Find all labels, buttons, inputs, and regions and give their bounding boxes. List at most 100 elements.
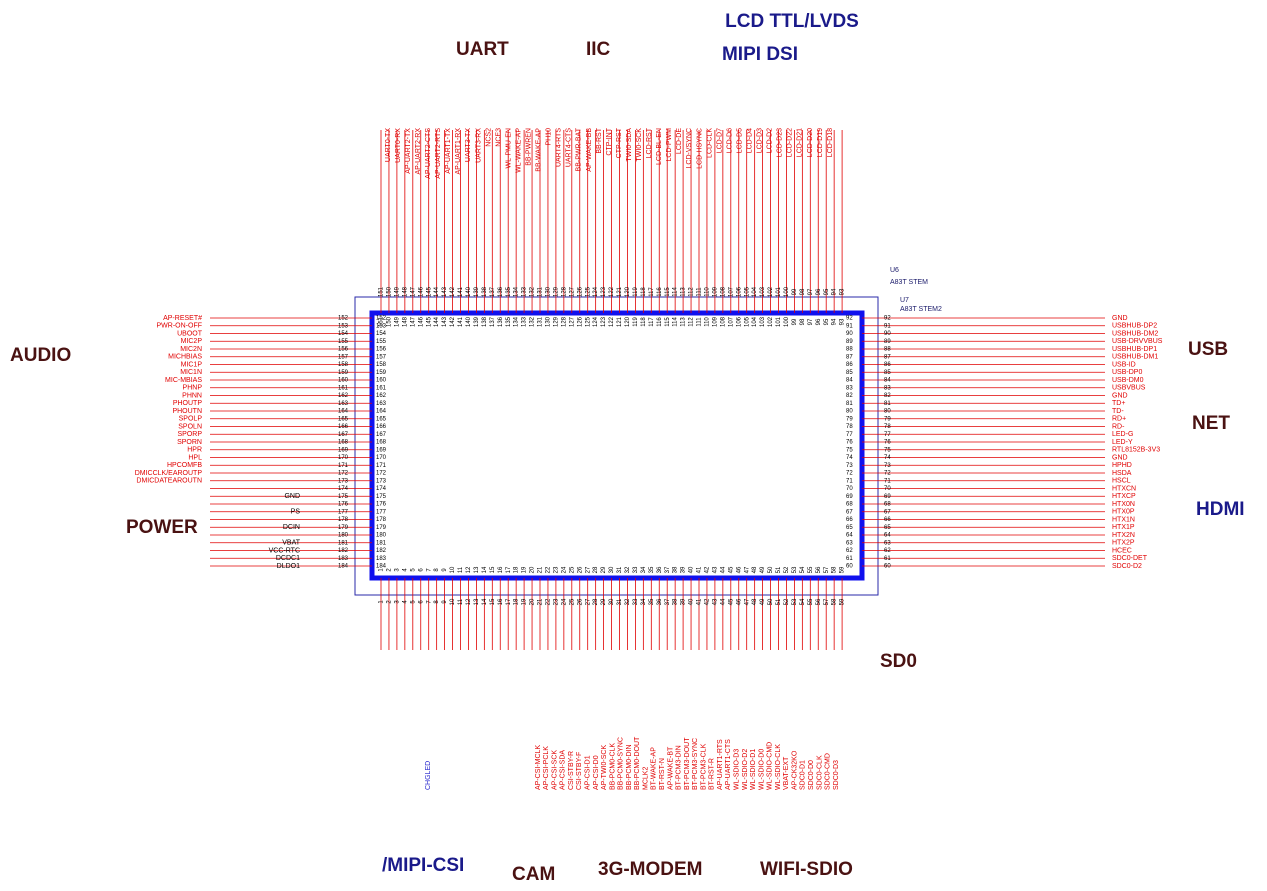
pin-number: 73	[884, 463, 891, 469]
pin-number: 182	[338, 548, 349, 554]
signal-label: UART3-RX	[475, 128, 482, 163]
pin-number: 126	[577, 286, 583, 297]
signal-label: MIC1P	[181, 361, 203, 368]
pin-number: 151	[379, 316, 385, 327]
pin-number: 69	[884, 494, 891, 500]
signal-label: AP-TWI0-SCK	[601, 745, 608, 790]
pin-number: 42	[705, 566, 711, 573]
pin-number: 76	[846, 440, 853, 446]
pin-number: 33	[633, 598, 639, 605]
signal-label: HTX1N	[1112, 516, 1135, 523]
signal-label: CTP-INT	[606, 127, 613, 155]
signal-label: NCE3	[495, 128, 502, 147]
signal-label: UART0-TX	[385, 128, 392, 162]
pin-number: 54	[800, 598, 806, 605]
pin-number: 22	[546, 566, 552, 573]
pin-number: 135	[506, 316, 512, 327]
pin-number: 101	[776, 316, 782, 327]
pin-number: 179	[338, 525, 349, 531]
pin-number: 32	[625, 598, 631, 605]
pin-number: 154	[338, 331, 349, 337]
signal-label: BT-WAKE-AP	[651, 747, 658, 790]
pin-number: 160	[338, 378, 349, 384]
signal-label: UART0-RX	[395, 128, 402, 163]
signal-label: PHOUTP	[173, 400, 203, 407]
pin-number: 29	[601, 566, 607, 573]
pin-number: 16	[498, 566, 504, 573]
schematic: LCD TTL/LVDSMIPI DSIUARTIICAUDIOUSBNETHD…	[0, 0, 1267, 886]
pin-number: 54	[800, 566, 806, 573]
pin-number: 41	[697, 566, 703, 573]
signal-label: WL-SDIO-D0	[758, 749, 765, 790]
pin-number: 176	[376, 502, 387, 508]
signal-label: LCD-CLK	[706, 128, 713, 158]
pin-number: 92	[884, 316, 891, 322]
signal-label: SDC0-CLK	[816, 755, 823, 790]
pin-number: 87	[846, 354, 853, 360]
pin-number: 60	[846, 564, 853, 570]
pin-number: 93	[840, 318, 846, 325]
pin-number: 21	[538, 566, 544, 573]
pin-number: 141	[458, 286, 464, 297]
pin-number: 16	[498, 598, 504, 605]
signal-label: LCD-HSYNC	[696, 128, 703, 169]
section-label: UART	[456, 39, 509, 60]
pin-number: 42	[705, 598, 711, 605]
signal-label: LCD-D22	[787, 128, 794, 157]
signal-label: HTX1P	[1112, 524, 1135, 531]
pin-number: 92	[846, 316, 853, 322]
pin-number: 58	[832, 598, 838, 605]
pin-number: 112	[689, 287, 695, 297]
signal-label: AP-UART1-RTS	[717, 739, 724, 790]
pin-number: 151	[379, 286, 385, 297]
signal-label: SPORN	[177, 439, 202, 446]
pin-number: 114	[673, 287, 679, 297]
pin-number: 148	[402, 286, 408, 297]
pin-number: 36	[657, 598, 663, 605]
pin-number: 4	[402, 568, 408, 572]
pin-number: 138	[482, 316, 488, 327]
pin-number: 129	[553, 286, 559, 297]
pin-number: 174	[376, 486, 387, 492]
pin-number: 23	[553, 598, 559, 605]
pin-number: 8	[434, 600, 440, 604]
pin-number: 122	[609, 316, 615, 327]
pin-number: 106	[736, 286, 742, 297]
pin-number: 35	[649, 566, 655, 573]
pin-number: 22	[546, 598, 552, 605]
pin-number: 148	[402, 316, 408, 327]
signal-label: DCIN	[283, 524, 300, 531]
pin-number: 73	[846, 463, 853, 469]
signal-label: MIC1N	[180, 369, 202, 376]
signal-label: MIC-MBIAS	[165, 377, 202, 384]
signal-label: HTXCN	[1112, 485, 1136, 492]
chip-label: U7	[900, 297, 909, 304]
pin-number: 155	[338, 339, 349, 345]
section-label: 3G-MODEM	[598, 859, 703, 880]
pin-number: 33	[633, 566, 639, 573]
pin-number: 180	[338, 533, 349, 539]
pin-number: 61	[846, 556, 853, 562]
pin-number: 116	[657, 287, 663, 297]
pin-number: 120	[625, 286, 631, 297]
pin-number: 153	[338, 323, 349, 329]
pin-number: 105	[744, 316, 750, 327]
signal-label: SDC0-CMD	[825, 753, 832, 790]
pin-number: 62	[846, 548, 853, 554]
pin-number: 58	[832, 566, 838, 573]
pin-number: 91	[846, 323, 853, 329]
pin-number: 111	[697, 317, 703, 327]
pin-number: 37	[665, 566, 671, 573]
pin-number: 118	[641, 287, 647, 297]
signal-label: PHNP	[183, 385, 203, 392]
pin-number: 17	[506, 598, 512, 605]
pin-number: 170	[338, 455, 349, 461]
pin-number: 145	[426, 286, 432, 297]
pin-number: 105	[744, 286, 750, 297]
pin-number: 35	[649, 598, 655, 605]
signal-label: TD-	[1112, 408, 1124, 415]
pin-number: 14	[482, 566, 488, 573]
pin-number: 132	[530, 286, 536, 297]
pin-number: 146	[418, 316, 424, 327]
pin-number: 88	[846, 347, 853, 353]
